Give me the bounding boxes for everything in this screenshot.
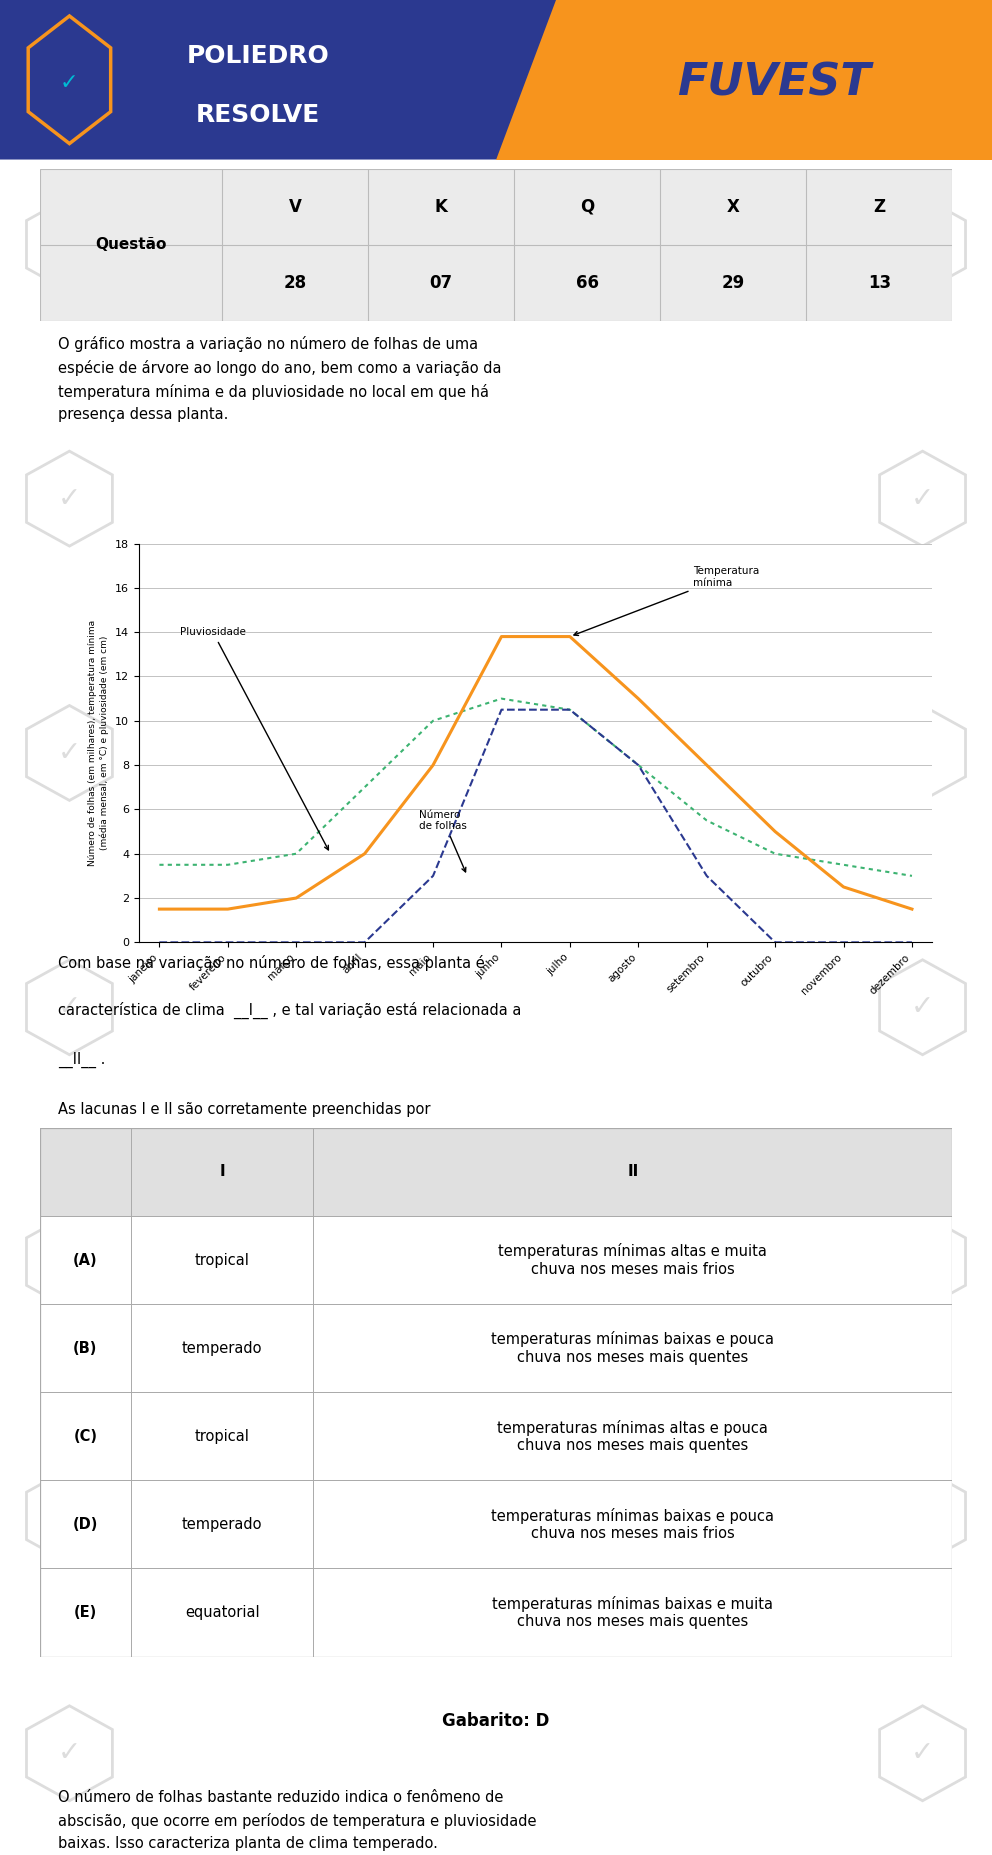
Text: ✓: ✓ [911,1503,934,1530]
Text: 28: 28 [284,275,307,291]
Text: O número de folhas bastante reduzido indica o fenômeno de
abscisão, que ocorre e: O número de folhas bastante reduzido ind… [58,1790,537,1851]
Text: ✓: ✓ [58,1248,81,1276]
Y-axis label: Número de folhas (em milhares), temperatura mínima
(média mensal, em °C) e pluvi: Número de folhas (em milhares), temperat… [88,620,109,866]
Text: ✓: ✓ [58,230,81,258]
Text: I: I [219,1165,225,1180]
Text: RESOLVE: RESOLVE [195,102,320,126]
Text: ✓: ✓ [58,992,81,1022]
Polygon shape [496,0,992,160]
Text: temperaturas mínimas baixas e muita
chuva nos meses mais quentes: temperaturas mínimas baixas e muita chuv… [492,1595,774,1629]
Bar [40,1304,952,1391]
Text: ✓: ✓ [911,484,934,512]
Text: ✓: ✓ [911,1740,934,1768]
Text: ✓: ✓ [58,738,81,766]
Text: temperaturas mínimas baixas e pouca
chuva nos meses mais frios: temperaturas mínimas baixas e pouca chuv… [491,1508,775,1542]
Text: POLIEDRO: POLIEDRO [186,45,329,69]
Text: 66: 66 [575,275,599,291]
Text: V: V [289,198,302,215]
Text: Com base na variação no número de folhas, essa planta é: Com base na variação no número de folhas… [58,955,485,970]
Text: Z: Z [873,198,886,215]
Text: ✓: ✓ [911,230,934,258]
Text: (C): (C) [73,1428,97,1443]
Polygon shape [0,0,615,160]
Bar [40,1128,952,1215]
Text: tropical: tropical [194,1428,250,1443]
Text: temperaturas mínimas baixas e pouca
chuva nos meses mais quentes: temperaturas mínimas baixas e pouca chuv… [491,1332,775,1365]
Text: (B): (B) [73,1341,97,1356]
Text: ✓: ✓ [58,484,81,512]
Text: ✓: ✓ [911,1248,934,1276]
Text: K: K [434,198,447,215]
Text: FUVEST: FUVEST [677,61,871,104]
Text: II: II [627,1165,639,1180]
Text: Gabarito: D: Gabarito: D [442,1712,550,1731]
Text: 13: 13 [868,275,891,291]
Text: ✓: ✓ [911,992,934,1022]
Text: O gráfico mostra a variação no número de folhas de uma
espécie de árvore ao long: O gráfico mostra a variação no número de… [58,336,501,421]
Text: característica de clima  __I__ , e tal variação está relacionada a: característica de clima __I__ , e tal va… [58,1002,522,1018]
Text: ✓: ✓ [911,738,934,766]
Bar [40,1567,952,1657]
Text: 07: 07 [430,275,452,291]
Text: Questão: Questão [95,237,167,252]
Text: temperaturas mínimas altas e pouca
chuva nos meses mais quentes: temperaturas mínimas altas e pouca chuva… [497,1419,769,1452]
Bar [40,1480,952,1567]
Text: (A): (A) [73,1252,97,1267]
Text: 29: 29 [721,275,745,291]
Text: Pluviosidade: Pluviosidade [180,627,328,850]
Text: tropical: tropical [194,1252,250,1267]
Text: ✓: ✓ [61,72,78,93]
Bar [40,1391,952,1480]
Text: As lacunas I e II são corretamente preenchidas por: As lacunas I e II são corretamente preen… [58,1102,431,1117]
Text: equatorial: equatorial [185,1605,260,1619]
Text: (D): (D) [72,1517,98,1532]
Bar [40,1215,952,1304]
Text: temperado: temperado [182,1517,263,1532]
Text: Temperatura
mínima: Temperatura mínima [574,566,759,636]
Text: Q: Q [580,198,594,215]
Text: Número
de folhas: Número de folhas [420,809,467,872]
Text: ✓: ✓ [58,1503,81,1530]
Text: ✓: ✓ [58,1740,81,1768]
Text: temperaturas mínimas altas e muita
chuva nos meses mais frios: temperaturas mínimas altas e muita chuva… [498,1243,768,1276]
Text: temperado: temperado [182,1341,263,1356]
Text: __II__ .: __II__ . [58,1052,105,1068]
Text: (E): (E) [73,1605,97,1619]
Text: X: X [727,198,740,215]
